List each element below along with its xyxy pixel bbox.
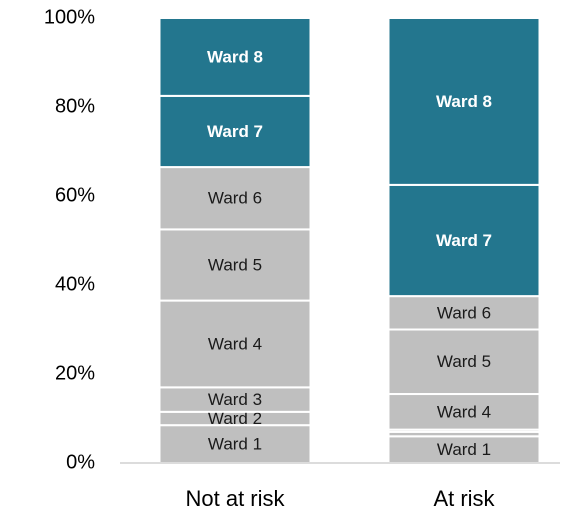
bar-segment — [158, 17, 312, 97]
x-tick-label: At risk — [433, 486, 495, 511]
segment-label: Ward 1 — [208, 435, 262, 454]
bar-segment — [158, 299, 312, 389]
bar-segment — [387, 393, 541, 431]
bar-segment — [158, 424, 312, 464]
bar-segment — [387, 183, 541, 298]
segment-label: Ward 1 — [437, 440, 491, 459]
segment-label: Ward 7 — [207, 122, 263, 141]
segment-label: Ward 4 — [208, 334, 262, 353]
bar-segment — [158, 166, 312, 231]
bar-segment — [387, 295, 541, 331]
segment-label: Ward 5 — [437, 352, 491, 371]
segment-label: Ward 3 — [208, 390, 262, 409]
x-tick-label: Not at risk — [185, 486, 285, 511]
segment-label: Ward 6 — [437, 303, 491, 322]
segment-label: Ward 4 — [437, 402, 491, 421]
y-tick-label: 80% — [55, 95, 95, 117]
segment-label: Ward 7 — [436, 231, 492, 250]
segment-label: Ward 6 — [208, 189, 262, 208]
segment-label: Ward 8 — [436, 92, 492, 111]
segment-label: Ward 5 — [208, 255, 262, 274]
y-tick-label: 20% — [55, 362, 95, 384]
segment-label: Ward 2 — [208, 409, 262, 428]
segment-label: Ward 8 — [207, 47, 263, 66]
y-tick-label: 0% — [66, 451, 95, 473]
y-tick-label: 60% — [55, 184, 95, 206]
y-tick-label: 40% — [55, 273, 95, 295]
bar-segment — [387, 17, 541, 186]
bar-segment — [387, 328, 541, 396]
y-tick-label: 100% — [44, 6, 95, 28]
